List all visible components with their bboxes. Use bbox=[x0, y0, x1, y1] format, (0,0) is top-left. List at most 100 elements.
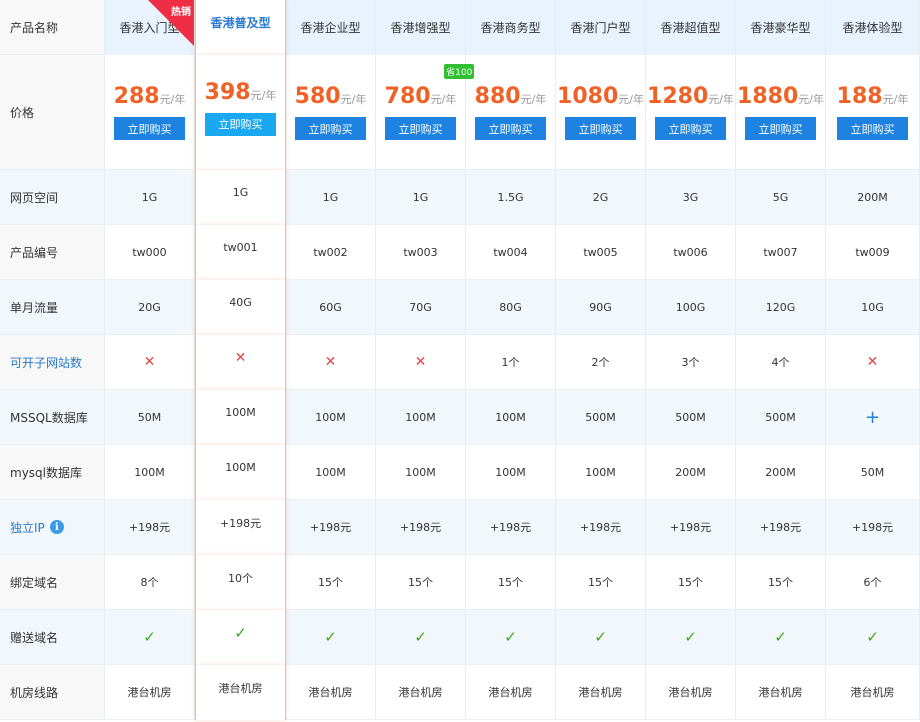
cell-value: 8个 bbox=[140, 576, 159, 589]
cell-value: 200M bbox=[765, 465, 796, 479]
price-label-cell: 价格 bbox=[0, 55, 105, 170]
cell-value: 港台机房 bbox=[668, 686, 713, 699]
table-cell: ✓ bbox=[105, 610, 195, 665]
table-cell: 港台机房 bbox=[736, 665, 826, 720]
discount-tag: 省100 bbox=[444, 64, 475, 79]
cell-value: 200M bbox=[675, 465, 706, 479]
table-cell: +198元 bbox=[376, 500, 466, 555]
price: 1880 元/年 bbox=[737, 84, 824, 109]
buy-button[interactable]: 立即购买 bbox=[837, 117, 908, 140]
cell-value: 15个 bbox=[498, 576, 523, 589]
table-cell: +198元 bbox=[286, 500, 376, 555]
price: 580 元/年 bbox=[295, 84, 367, 109]
row-label-3[interactable]: 可开子网站数 bbox=[0, 335, 105, 390]
table-cell: 15个 bbox=[286, 555, 376, 610]
table-cell: 500M bbox=[736, 390, 826, 445]
price-unit: 元/年 bbox=[340, 93, 367, 106]
table-cell: ✕ bbox=[376, 335, 466, 390]
table-cell: 100M bbox=[466, 390, 556, 445]
table-cell: +198元 bbox=[736, 500, 826, 555]
table-cell: 10G bbox=[826, 280, 920, 335]
cell-value: 100G bbox=[675, 300, 706, 314]
buy-button[interactable]: 立即购买 bbox=[114, 117, 185, 140]
table-cell: 100M bbox=[556, 445, 646, 500]
price-unit: 元/年 bbox=[708, 93, 734, 106]
price-unit: 元/年 bbox=[618, 93, 644, 106]
table-cell: 120G bbox=[736, 280, 826, 335]
row-label[interactable]: 独立IP bbox=[10, 520, 45, 535]
product-name: 香港增强型 bbox=[390, 20, 451, 35]
cell-value: 100M bbox=[405, 465, 436, 479]
cell-value: 20G bbox=[138, 300, 161, 314]
buy-button[interactable]: 立即购买 bbox=[385, 117, 456, 140]
table-cell: 15个 bbox=[646, 555, 736, 610]
cell-value: +198元 bbox=[309, 521, 352, 534]
table-cell: tw002 bbox=[286, 225, 376, 280]
plus-icon: + bbox=[864, 406, 881, 428]
buy-button[interactable]: 立即购买 bbox=[295, 117, 366, 140]
cell-value: tw001 bbox=[223, 241, 258, 254]
cell-value: 15个 bbox=[588, 576, 613, 589]
price: 188 元/年 bbox=[837, 84, 909, 109]
cell-value: tw005 bbox=[583, 245, 618, 259]
row-label[interactable]: 可开子网站数 bbox=[10, 355, 83, 370]
product-name: 香港门户型 bbox=[570, 20, 631, 35]
table-cell: 100G bbox=[646, 280, 736, 335]
table-cell: 港台机房 bbox=[376, 665, 466, 720]
table-cell: 100M bbox=[105, 445, 195, 500]
table-cell: ✓ bbox=[826, 610, 920, 665]
buy-button[interactable]: 立即购买 bbox=[745, 117, 816, 140]
table-cell: ✕ bbox=[105, 335, 195, 390]
table-cell: 100M bbox=[286, 445, 376, 500]
price-cell-4: 880 元/年 立即购买 bbox=[466, 55, 556, 170]
table-cell: ✕ bbox=[826, 335, 920, 390]
cell-value: 2G bbox=[592, 190, 609, 204]
cross-icon: ✕ bbox=[414, 354, 427, 370]
cell-value: tw004 bbox=[493, 245, 528, 259]
cell-value: 1G bbox=[232, 186, 249, 199]
cell-value: 60G bbox=[319, 300, 342, 314]
cell-value: 200M bbox=[857, 190, 888, 204]
row-label: 单月流量 bbox=[10, 300, 59, 315]
cell-value: 70G bbox=[409, 300, 432, 314]
table-cell: tw009 bbox=[826, 225, 920, 280]
table-cell: 100M bbox=[195, 445, 286, 500]
price-value: 780 bbox=[384, 84, 431, 109]
table-cell: +198元 bbox=[826, 500, 920, 555]
cell-value: +198元 bbox=[128, 521, 171, 534]
cell-value: 100M bbox=[134, 465, 165, 479]
table-cell: +198元 bbox=[556, 500, 646, 555]
cell-value: 港台机房 bbox=[398, 686, 443, 699]
buy-button[interactable]: 立即购买 bbox=[205, 112, 276, 136]
table-cell: 港台机房 bbox=[556, 665, 646, 720]
info-icon[interactable]: i bbox=[49, 520, 64, 534]
cell-value: 100M bbox=[495, 465, 526, 479]
cell-value: 1个 bbox=[501, 356, 520, 369]
price-value: 580 bbox=[294, 84, 341, 109]
table-cell: 1G bbox=[105, 170, 195, 225]
table-cell: 100M bbox=[466, 445, 556, 500]
buy-button[interactable]: 立即购买 bbox=[655, 117, 726, 140]
cell-value: 15个 bbox=[318, 576, 343, 589]
price: 880 元/年 bbox=[475, 84, 547, 109]
row-label-7: 绑定域名 bbox=[0, 555, 105, 610]
row-label: 机房线路 bbox=[10, 685, 59, 700]
row-label-6[interactable]: 独立IP i bbox=[0, 500, 105, 555]
table-cell: 1.5G bbox=[466, 170, 556, 225]
cell-value: 5G bbox=[772, 190, 789, 204]
product-header-6: 香港超值型 bbox=[646, 0, 736, 55]
table-cell: 60G bbox=[286, 280, 376, 335]
table-cell: 100M bbox=[376, 390, 466, 445]
table-cell: +198元 bbox=[195, 500, 286, 555]
table-cell: +198元 bbox=[466, 500, 556, 555]
product-name: 香港豪华型 bbox=[750, 20, 811, 35]
table-cell: 港台机房 bbox=[195, 665, 286, 720]
buy-button[interactable]: 立即购买 bbox=[565, 117, 636, 140]
price-value: 188 bbox=[836, 84, 883, 109]
buy-button[interactable]: 立即购买 bbox=[475, 117, 546, 140]
product-header-8: 香港体验型 bbox=[826, 0, 920, 55]
row-label: 产品编号 bbox=[10, 245, 59, 260]
table-cell: 500M bbox=[556, 390, 646, 445]
table-cell: 港台机房 bbox=[466, 665, 556, 720]
